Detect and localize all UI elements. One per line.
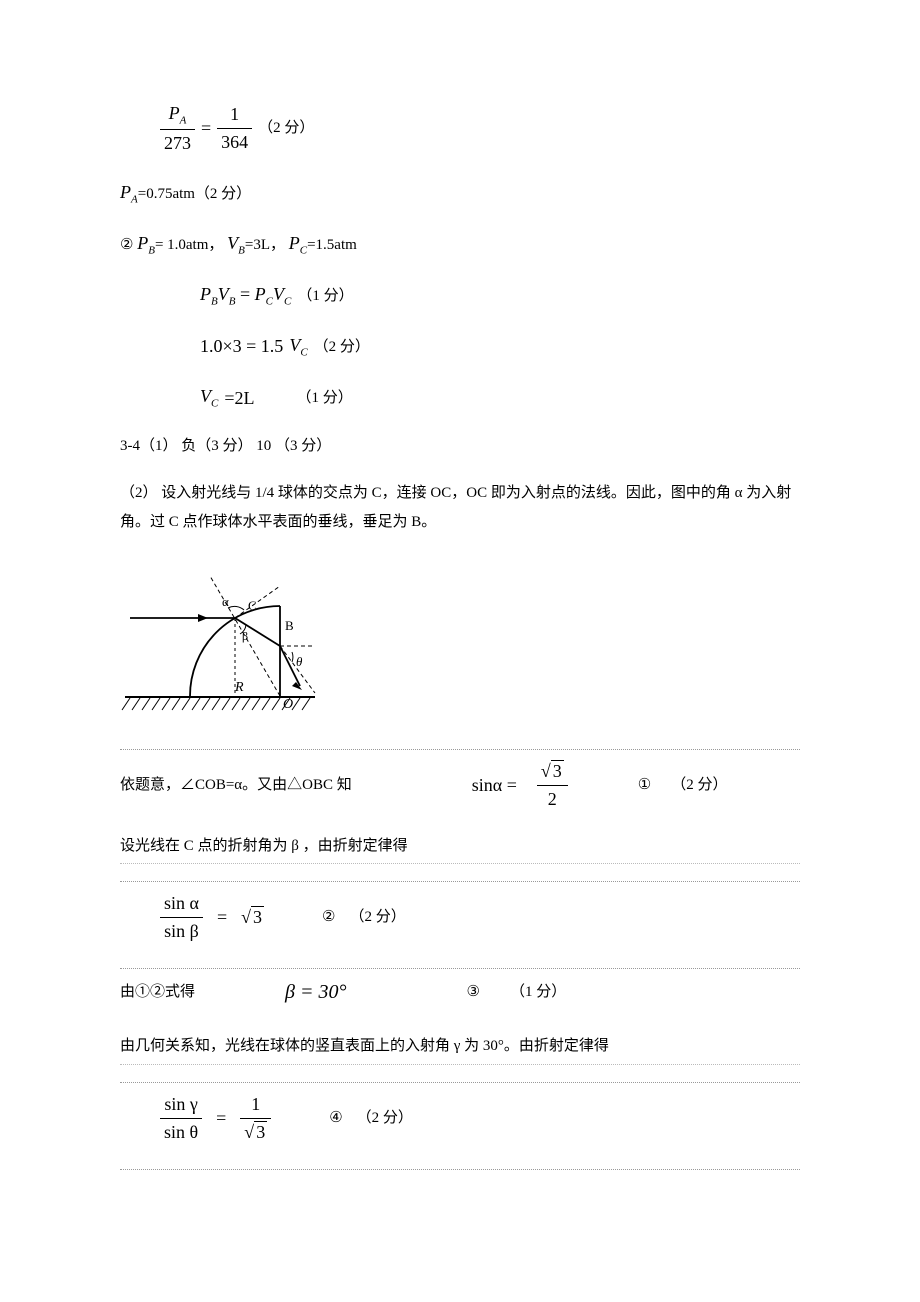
- label-alpha: α: [222, 594, 229, 609]
- label-beta: β: [242, 629, 248, 643]
- fraction-sqrt3-2: 3 2: [537, 758, 568, 813]
- equation-numeric: 1.0×3 = 1.5 VC （2 分）: [120, 332, 800, 361]
- dotted-rule: [120, 967, 800, 969]
- fraction-singamma: sin γ sin θ: [160, 1091, 202, 1146]
- equals: =: [201, 115, 211, 142]
- den-364: 364: [217, 128, 252, 156]
- line-gamma-text: 由几何关系知，光线在球体的竖直表面上的入射角 γ 为 30°。由折射定律得: [120, 1035, 800, 1065]
- sub-a: A: [180, 115, 187, 127]
- num-1: 1: [217, 101, 252, 128]
- label-theta: θ: [296, 654, 303, 669]
- line-3-4: 3-4（1） 负（3 分） 10 （3 分）: [120, 435, 800, 458]
- equation-vc: VC =2L （1 分）: [120, 383, 800, 412]
- paragraph-2: （2） 设入射光线与 1/4 球体的交点为 C，连接 OC，OC 即为入射点的法…: [120, 479, 800, 536]
- label-o: O: [283, 697, 293, 712]
- equation-sin-ratio: sin α sin β = 3 ② （2 分）: [120, 890, 800, 945]
- label-r: R: [234, 680, 244, 695]
- fraction-lhs: PA 273: [160, 100, 195, 157]
- optics-diagram: α C β B θ R O: [120, 558, 800, 726]
- diagram-svg: α C β B θ R O: [120, 558, 330, 718]
- score-label: （2 分）: [314, 336, 370, 359]
- equation-sin-gamma: sin γ sin θ = 1 3 ④ （2 分）: [120, 1091, 800, 1146]
- den-273: 273: [160, 129, 195, 157]
- dotted-rule: [120, 1168, 800, 1170]
- dotted-rule: [120, 748, 800, 750]
- label-b: B: [285, 618, 294, 633]
- line-refract-text: 设光线在 C 点的折射角为 β ，由折射定律得: [120, 835, 800, 865]
- line-cob: 依题意，∠COB=α。又由△OBC 知 sinα = 3 2 ① （2 分）: [120, 758, 800, 813]
- line-given-values: ② PB= 1.0atm， VB=3L， PC=1.5atm: [120, 230, 800, 259]
- fraction-sin: sin α sin β: [160, 890, 203, 945]
- dotted-rule: [120, 880, 800, 882]
- equation-pv: PBVB = PCVC （1 分）: [120, 281, 800, 310]
- dotted-rule: [120, 1081, 800, 1083]
- equation-pa-fraction: PA 273 = 1 364 （2 分）: [120, 100, 800, 157]
- line-pa-value: PA=0.75atm（2 分）: [120, 179, 800, 208]
- var-p: P: [169, 103, 180, 123]
- score-label: （1 分）: [297, 387, 353, 410]
- label-c: C: [248, 598, 257, 613]
- score-label: （1 分）: [297, 285, 353, 308]
- fraction-rhs: 1 364: [217, 101, 252, 156]
- score-label: （2 分）: [258, 117, 314, 140]
- fraction-1-sqrt3: 1 3: [240, 1091, 271, 1146]
- line-beta: 由①②式得 β = 30° ③ （1 分）: [120, 977, 800, 1007]
